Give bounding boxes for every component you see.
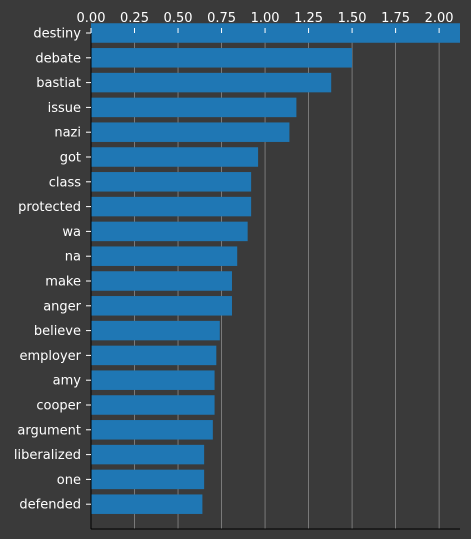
x-tick-label: 0.75 bbox=[207, 11, 236, 26]
category-label: liberalized bbox=[14, 448, 81, 463]
category-label: believe bbox=[34, 324, 81, 339]
bar-debate bbox=[91, 48, 353, 68]
bar-destiny bbox=[91, 23, 460, 43]
x-tick-label: 2.00 bbox=[425, 11, 454, 26]
bar-got bbox=[91, 147, 259, 167]
bar-wa bbox=[91, 221, 248, 242]
category-label: debate bbox=[35, 51, 81, 66]
bar-one bbox=[91, 469, 205, 490]
bar-issue bbox=[91, 97, 297, 118]
category-label: anger bbox=[43, 299, 81, 314]
category-label: one bbox=[57, 473, 81, 488]
bar-class bbox=[91, 172, 252, 192]
x-tick-labels: 0.00 0.25 0.50 0.75 1.00 1.25 1.50 1.75 2.00 bbox=[77, 11, 454, 33]
x-tick-label: 1.50 bbox=[338, 11, 367, 26]
bar-argument bbox=[91, 420, 213, 440]
x-tick-label: 1.75 bbox=[381, 11, 410, 26]
category-label: destiny bbox=[33, 27, 81, 42]
category-label: nazi bbox=[54, 126, 81, 141]
category-label: protected bbox=[18, 200, 81, 215]
bar-nazi bbox=[91, 122, 290, 142]
category-labels: destiny debate bastiat issue nazi got class pro… bbox=[14, 27, 91, 513]
bar-cooper bbox=[91, 395, 215, 415]
bar-make bbox=[91, 271, 232, 291]
bar-protected bbox=[91, 196, 252, 217]
x-tick-label: 1.25 bbox=[294, 11, 323, 26]
x-tick-label: 0.25 bbox=[120, 11, 149, 26]
bar-bastiat bbox=[91, 72, 332, 93]
category-label: cooper bbox=[36, 399, 81, 414]
category-label: class bbox=[49, 175, 81, 190]
category-label: got bbox=[60, 151, 81, 166]
bar-believe bbox=[91, 320, 220, 341]
x-tick-label: 1.00 bbox=[251, 11, 280, 26]
bar-amy bbox=[91, 370, 215, 390]
x-tick-label: 0.00 bbox=[77, 11, 106, 26]
x-tick-label: 0.50 bbox=[164, 11, 193, 26]
category-label: employer bbox=[19, 349, 81, 364]
category-label: issue bbox=[48, 101, 81, 116]
bars bbox=[91, 23, 460, 514]
category-label: argument bbox=[17, 423, 81, 438]
category-label: na bbox=[65, 250, 81, 265]
bar-employer bbox=[91, 345, 217, 366]
bar-defended bbox=[91, 494, 203, 514]
category-label: make bbox=[45, 275, 81, 290]
bar-anger bbox=[91, 296, 232, 316]
category-label: bastiat bbox=[36, 76, 81, 91]
category-label: amy bbox=[53, 374, 82, 389]
bar-liberalized bbox=[91, 444, 205, 465]
category-label: wa bbox=[62, 225, 81, 240]
bar-na bbox=[91, 246, 238, 266]
category-label: defended bbox=[19, 498, 81, 513]
